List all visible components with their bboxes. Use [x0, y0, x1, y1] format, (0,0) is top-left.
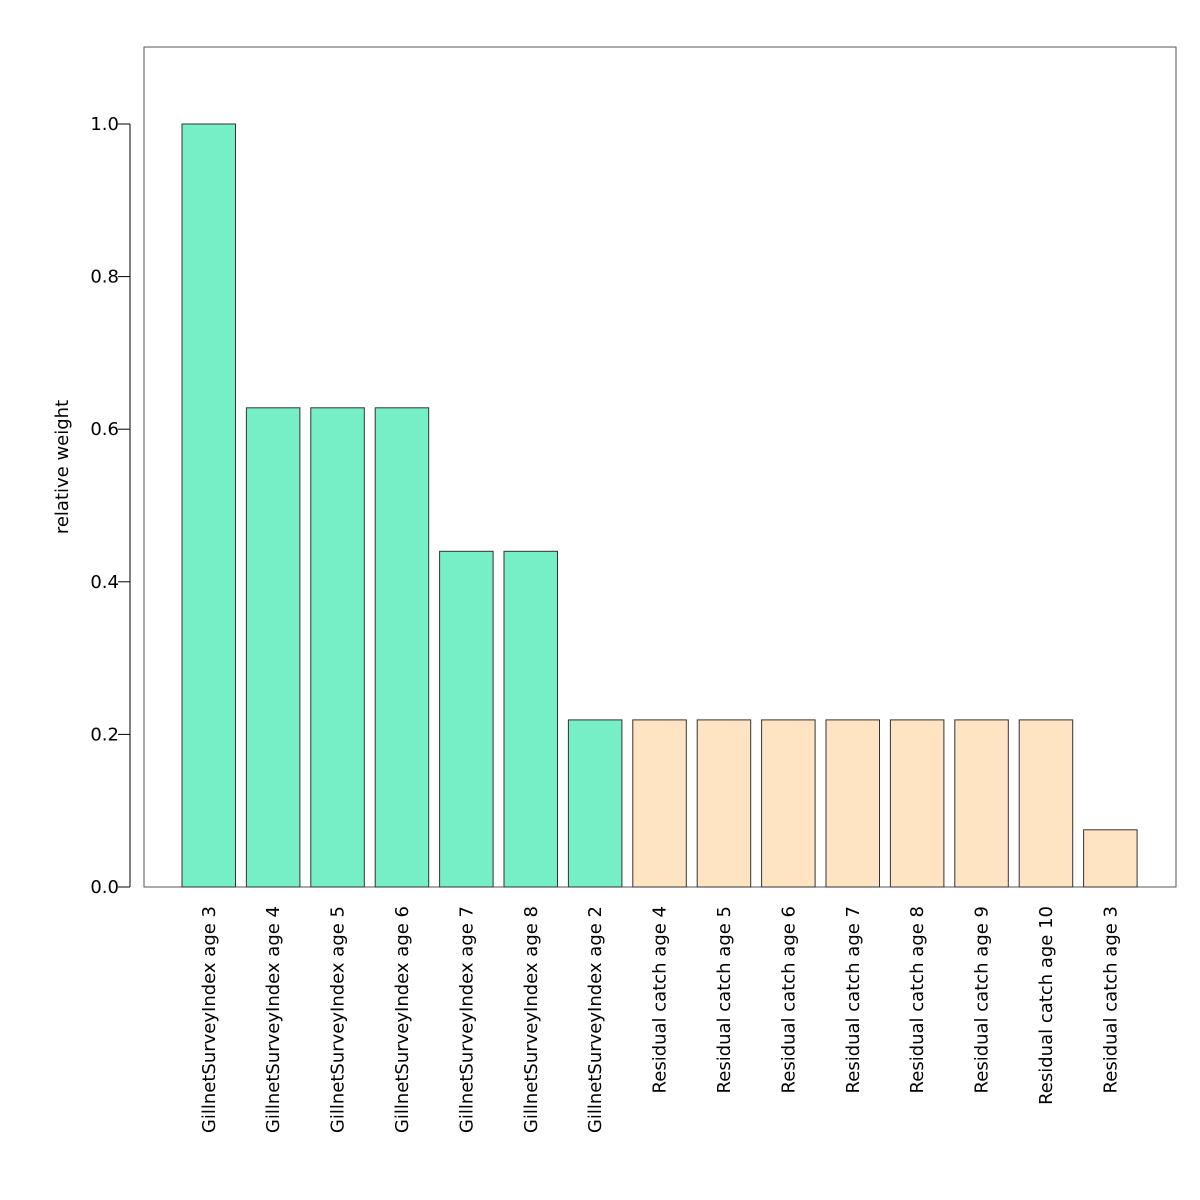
bar	[310, 407, 365, 888]
y-axis-title: relative weight	[52, 400, 73, 534]
y-tick-label: 0.0	[90, 877, 119, 898]
bar	[245, 407, 301, 888]
bar	[1018, 719, 1074, 888]
category-label: GillnetSurveyIndex age 5	[328, 906, 349, 1133]
bar	[761, 719, 816, 888]
y-axis: 0.0 0.2 0.4 0.6 0.8 1.0	[90, 114, 131, 898]
category-label: Residual catch age 3	[1100, 906, 1121, 1093]
category-label: Residual catch age 4	[650, 906, 671, 1093]
category-label: Residual catch age 7	[843, 906, 864, 1093]
category-label: Residual catch age 6	[778, 906, 799, 1093]
category-label: Residual catch age 5	[714, 906, 735, 1093]
category-label: GillnetSurveyIndex age 8	[521, 906, 542, 1133]
bar	[181, 123, 236, 888]
category-label: GillnetSurveyIndex age 2	[585, 906, 606, 1133]
bar	[632, 719, 687, 888]
category-label: Residual catch age 8	[907, 906, 928, 1093]
category-label: Residual catch age 10	[1036, 906, 1057, 1105]
category-label: GillnetSurveyIndex age 7	[456, 906, 477, 1133]
category-label: GillnetSurveyIndex age 6	[392, 906, 413, 1133]
bar	[1083, 829, 1138, 888]
y-tick-label: 0.6	[90, 419, 119, 440]
bar	[567, 719, 623, 888]
bar	[696, 719, 752, 888]
category-label: Residual catch age 9	[972, 906, 993, 1093]
bars	[181, 123, 1138, 888]
category-labels: GillnetSurveyIndex age 3 GillnetSurveyInd…	[199, 906, 1122, 1133]
y-tick-label: 0.2	[90, 724, 119, 745]
bar	[503, 550, 558, 888]
bar	[439, 550, 494, 888]
y-tick-label: 0.4	[90, 572, 119, 593]
y-tick-label: 0.8	[90, 267, 119, 288]
category-label: GillnetSurveyIndex age 3	[199, 906, 220, 1133]
bar	[374, 407, 430, 888]
bar	[954, 719, 1009, 888]
bar	[889, 719, 945, 888]
y-tick-label: 1.0	[90, 114, 119, 135]
category-label: GillnetSurveyIndex age 4	[263, 906, 284, 1133]
bar	[825, 719, 880, 888]
